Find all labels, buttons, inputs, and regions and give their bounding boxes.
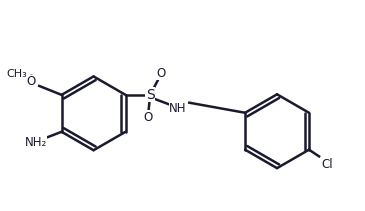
Text: O: O xyxy=(157,67,166,80)
Text: NH₂: NH₂ xyxy=(25,137,47,149)
Text: Cl: Cl xyxy=(321,158,333,171)
Text: O: O xyxy=(143,111,153,124)
Text: S: S xyxy=(146,88,154,102)
Text: CH₃: CH₃ xyxy=(7,69,27,79)
Text: NH: NH xyxy=(169,102,187,115)
Text: O: O xyxy=(27,75,36,88)
